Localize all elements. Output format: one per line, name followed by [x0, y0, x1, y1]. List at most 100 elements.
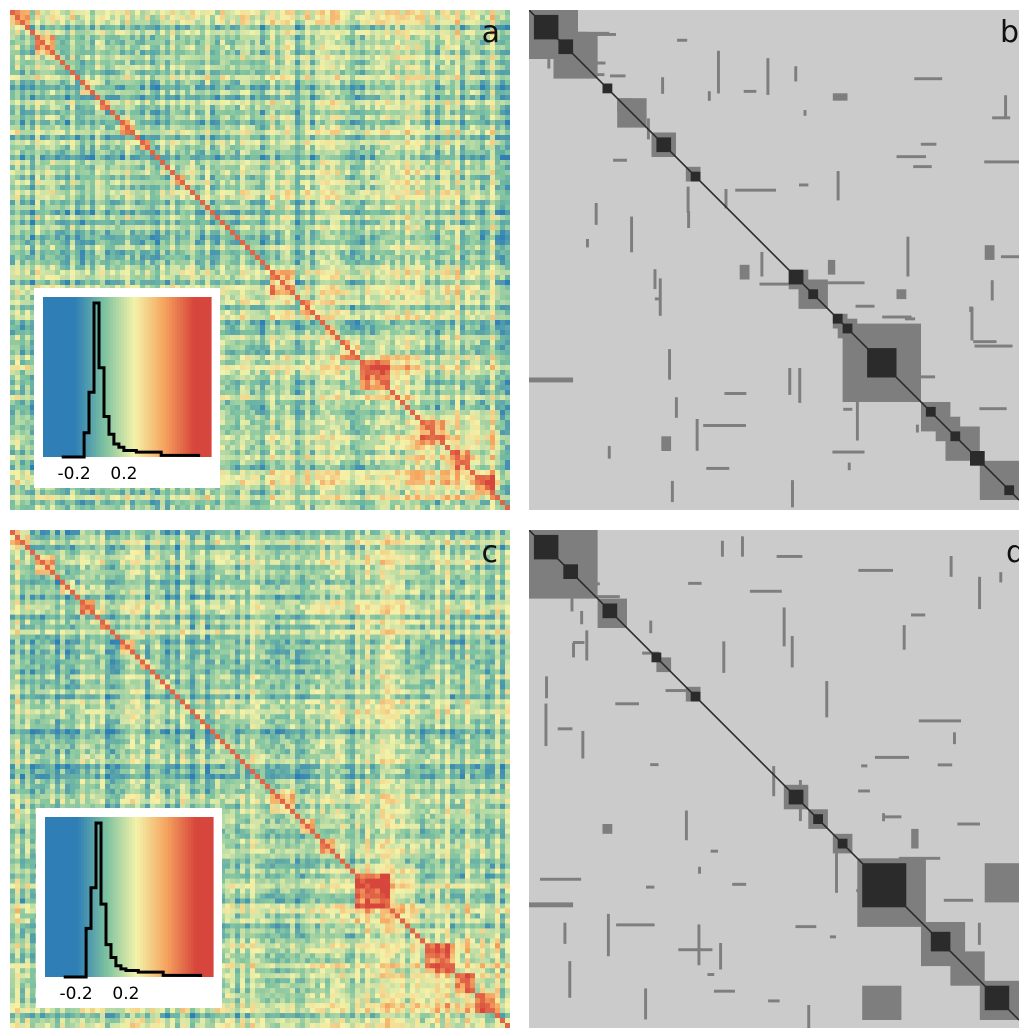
heatmap-cell [360, 160, 366, 166]
heatmap-cell [400, 210, 406, 216]
heatmap-cell [245, 245, 251, 251]
heatmap-cell [395, 85, 401, 91]
heatmap-cell [305, 125, 311, 131]
heatmap-cell [160, 120, 166, 126]
heatmap-cell [240, 200, 246, 206]
heatmap-cell [60, 50, 66, 56]
heatmap-cell [365, 150, 371, 156]
heatmap-cell [450, 35, 456, 41]
heatmap-cell [295, 115, 301, 121]
heatmap-cell [285, 115, 291, 121]
heatmap-cell [210, 120, 216, 126]
heatmap-cell [320, 155, 326, 161]
heatmap-cell [145, 75, 151, 81]
heatmap-cell [440, 170, 446, 176]
heatmap-cell [55, 95, 61, 101]
heatmap-cell [205, 200, 211, 206]
heatmap-cell [200, 240, 206, 246]
heatmap-cell [10, 255, 16, 261]
heatmap-cell [205, 85, 211, 91]
heatmap-cell [180, 45, 186, 51]
heatmap-cell [480, 65, 486, 71]
heatmap-cell [155, 15, 161, 21]
heatmap-cell [305, 165, 311, 171]
heatmap-cell [165, 220, 171, 226]
heatmap-cell [205, 205, 211, 211]
heatmap-cell [450, 95, 456, 101]
heatmap-cell [180, 65, 186, 71]
heatmap-cell [485, 190, 491, 196]
heatmap-cell [175, 35, 181, 41]
heatmap-cell [330, 140, 336, 146]
heatmap-cell [25, 30, 31, 36]
heatmap-cell [385, 255, 391, 261]
heatmap-cell [415, 145, 421, 151]
heatmap-cell [465, 110, 471, 116]
heatmap-cell [460, 240, 466, 246]
heatmap-cell [120, 95, 126, 101]
heatmap-cell [375, 150, 381, 156]
heatmap-cell [485, 120, 491, 126]
heatmap-cell [195, 85, 201, 91]
heatmap-cell [375, 250, 381, 256]
heatmap-cell [440, 155, 446, 161]
heatmap-cell [505, 250, 510, 256]
heatmap-cell [440, 115, 446, 121]
heatmap-cell [190, 160, 196, 166]
heatmap-cell [180, 20, 186, 26]
heatmap-cell [85, 175, 91, 181]
heatmap-cell [400, 255, 406, 261]
heatmap-cell [470, 70, 476, 76]
heatmap-cell [225, 20, 231, 26]
heatmap-cell [300, 180, 306, 186]
heatmap-cell [505, 50, 510, 56]
heatmap-cell [420, 80, 426, 86]
heatmap-cell [115, 75, 121, 81]
heatmap-cell [215, 125, 221, 131]
heatmap-cell [15, 195, 21, 201]
heatmap-cell [250, 10, 256, 16]
heatmap-cell [70, 155, 76, 161]
heatmap-cell [485, 160, 491, 166]
heatmap-cell [95, 115, 101, 121]
heatmap-cell [390, 80, 396, 86]
heatmap-cell [335, 140, 341, 146]
heatmap-cell [425, 100, 431, 106]
heatmap-cell [295, 95, 301, 101]
heatmap-cell [315, 25, 321, 31]
heatmap-cell [170, 215, 176, 221]
heatmap-cell [440, 40, 446, 46]
heatmap-cell [345, 235, 351, 241]
heatmap-cell [480, 250, 486, 256]
heatmap-cell [85, 125, 91, 131]
heatmap-cell [465, 120, 471, 126]
heatmap-cell [65, 110, 71, 116]
heatmap-cell [335, 235, 341, 241]
heatmap-cell [415, 205, 421, 211]
heatmap-cell [50, 170, 56, 176]
heatmap-cell [340, 120, 346, 126]
heatmap-cell [425, 250, 431, 256]
heatmap-cell [15, 235, 21, 241]
heatmap-cell [275, 40, 281, 46]
heatmap-cell [370, 10, 376, 16]
heatmap-cell [60, 15, 66, 21]
heatmap-cell [160, 40, 166, 46]
heatmap-cell [115, 240, 121, 246]
heatmap-cell [265, 225, 271, 231]
heatmap-cell [40, 220, 46, 226]
heatmap-cell [25, 15, 31, 21]
heatmap-cell [490, 185, 496, 191]
heatmap-cell [95, 145, 101, 151]
heatmap-cell [55, 130, 61, 136]
heatmap-cell [430, 175, 436, 181]
heatmap-cell [230, 120, 236, 126]
heatmap-cell [200, 40, 206, 46]
heatmap-cell [475, 240, 481, 246]
heatmap-cell [175, 55, 181, 61]
heatmap-cell [305, 150, 311, 156]
heatmap-cell [175, 60, 181, 66]
heatmap-cell [205, 35, 211, 41]
heatmap-cell [190, 220, 196, 226]
heatmap-cell [335, 180, 341, 186]
